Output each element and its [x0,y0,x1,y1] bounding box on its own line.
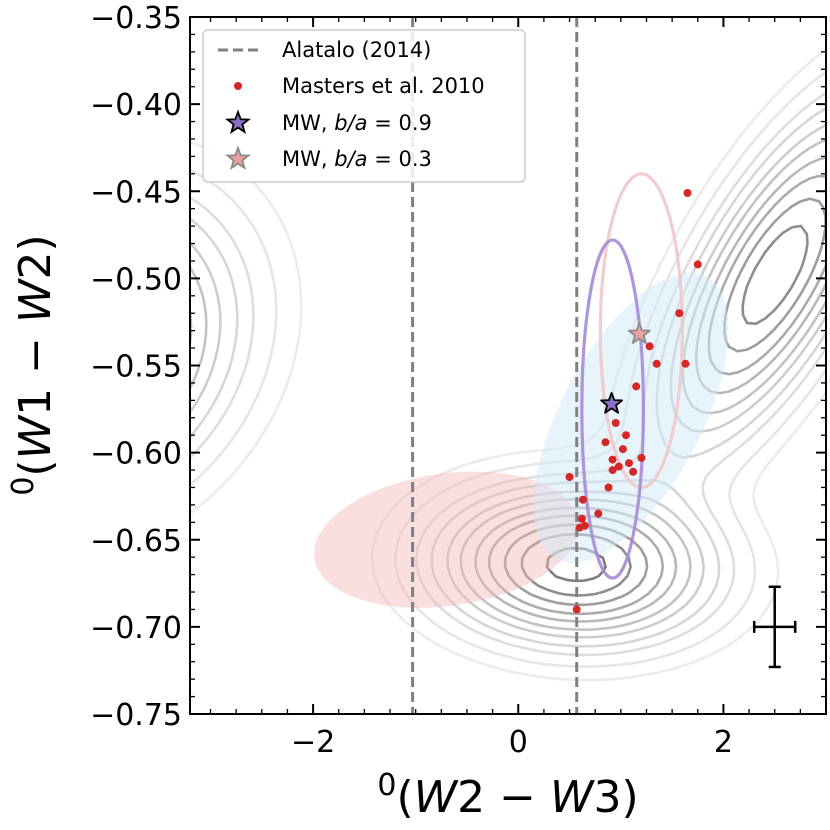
masters-point-5 [681,359,690,368]
y-tick-label-7: −0.70 [90,611,182,646]
y-axis-title: 0(W1 − W2) [6,234,61,495]
masters-point-8 [622,431,630,440]
x-tick-label-0: −2 [291,725,335,760]
y-tick-label-3: −0.50 [90,262,182,297]
shaded-region-0 [314,471,579,608]
y-tick-label-5: −0.60 [90,437,182,472]
masters-point-12 [608,455,617,464]
masters-point-0 [683,189,692,197]
masters-point-7 [611,419,620,427]
x-tick-labels: −2 0 2 [291,725,733,760]
masters-point-15 [629,467,638,476]
masters-point-6 [632,382,641,391]
y-tick-label-2: −0.45 [90,175,182,210]
masters-point-1 [693,260,702,269]
x-axis-title: 0(W2 − W3) [377,768,638,823]
y-tick-label-4: −0.55 [90,350,182,385]
alatalo-lines [411,17,579,714]
masters-point-20 [594,509,603,518]
y-tick-labels: −0.35 −0.40 −0.45 −0.50 −0.55 −0.60 −0.65 −0.70… [90,1,182,733]
y-tick-label-1: −0.40 [90,88,182,123]
error-bar [752,585,797,669]
legend-label-alatalo: Alatalo (2014) [282,38,431,62]
masters-point-10 [618,445,627,454]
masters-point-16 [608,466,617,475]
masters-point-13 [625,459,633,468]
contour-level-11 [59,334,91,366]
masters-point-9 [601,438,610,447]
x-tick-label-1: 0 [509,725,528,760]
contour-level-1 [190,70,826,668]
masters-point-23 [580,521,589,530]
masters-point-11 [637,453,646,462]
mw-star-icon-09 [600,391,623,414]
contour-level-9 [520,224,809,597]
mw-ellipse-3 [580,238,646,580]
axis-ticks [190,16,826,715]
y-tick-label-0: −0.35 [90,1,182,36]
legend-star-icon-mw-03 [225,145,251,170]
legend: Alatalo (2014) Masters et al. 2010 MW, b… [202,29,526,183]
legend-star-icon-mw-09 [225,109,251,134]
legend-label-mw-09: MW, b/a = 0.9 [282,111,432,135]
y-tick-label-6: −0.65 [90,524,182,559]
legend-frame [202,29,526,183]
x-tick-label-2: 2 [714,725,733,760]
contour-level-2 [190,91,826,657]
masters-point-18 [604,483,613,492]
masters-point-4 [652,359,661,368]
masters-point-17 [565,473,574,481]
masters-point-3 [645,342,654,351]
shaded-regions [314,172,729,608]
legend-label-mw-03: MW, b/a = 0.3 [282,147,432,171]
y-tick-label-8: −0.75 [90,698,182,733]
mw-star-icon-03 [627,322,651,344]
masters-point-19 [578,495,587,504]
masters-point-2 [675,309,684,318]
legend-dot-swatch [234,82,242,90]
masters-point-24 [572,605,581,614]
mw-stars [600,322,651,414]
legend-label-masters: Masters et al. 2010 [282,74,485,98]
masters-point-21 [577,514,586,523]
masters-points [565,189,702,614]
masters-point-14 [614,462,623,471]
shaded-region-1 [533,272,729,563]
